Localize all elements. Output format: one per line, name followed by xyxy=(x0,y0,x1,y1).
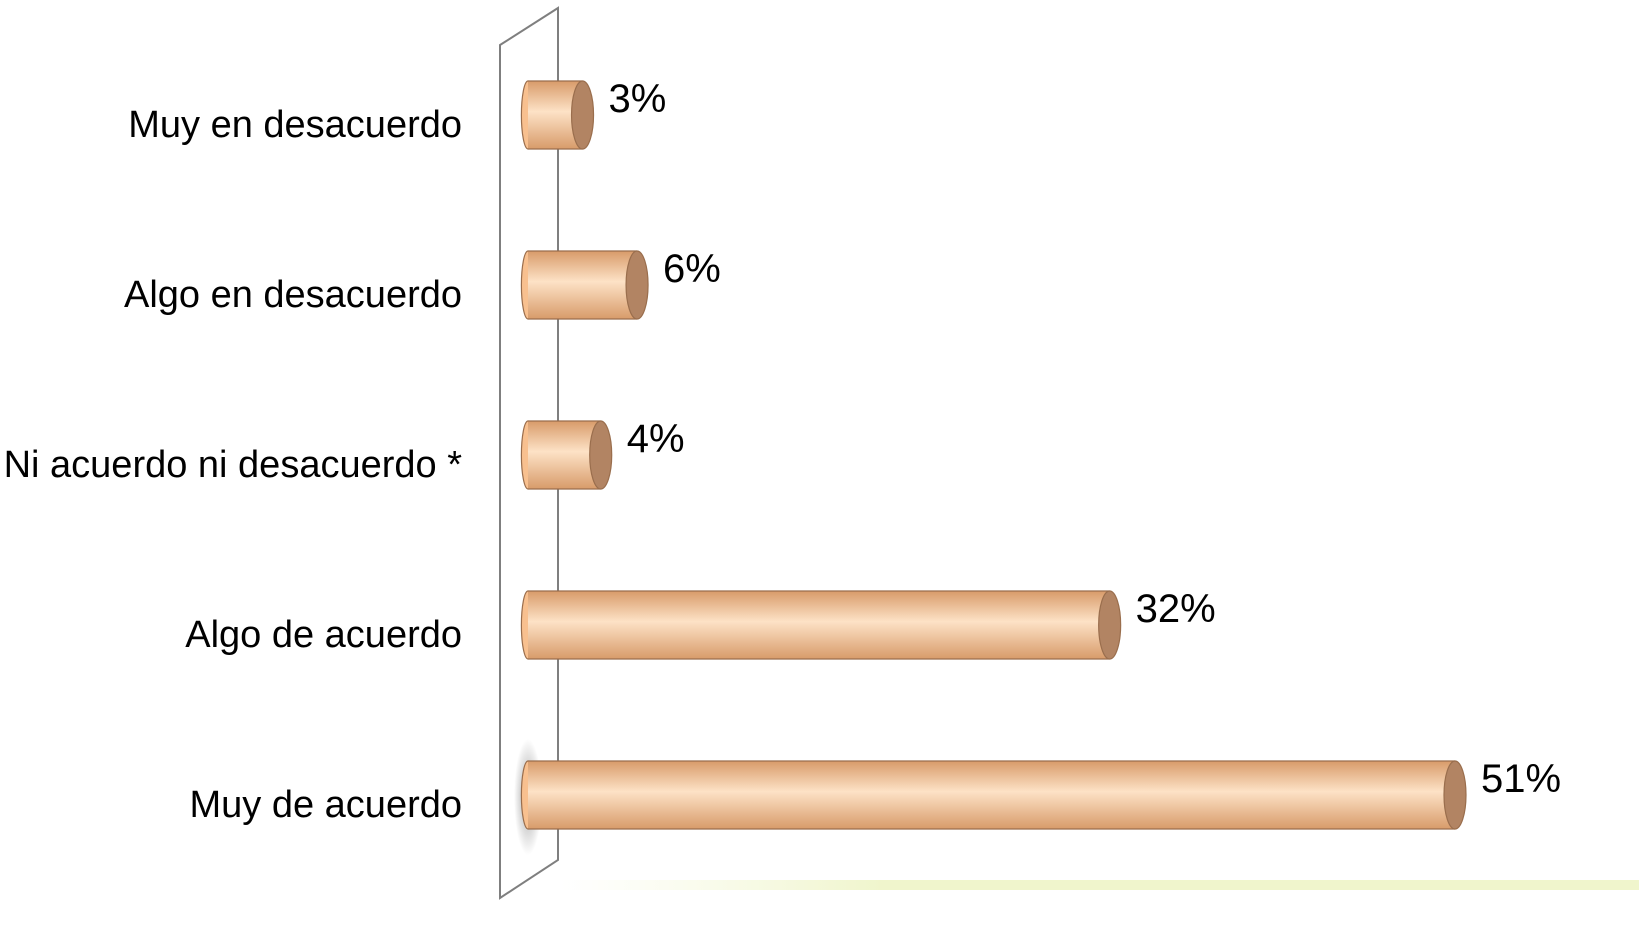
bars-group xyxy=(520,80,1467,830)
bar-4 xyxy=(520,590,1122,660)
bar-body xyxy=(528,761,1455,829)
category-label: Muy de acuerdo xyxy=(190,784,463,826)
bar-end-cap xyxy=(625,250,649,320)
category-labels: Muy en desacuerdo Algo en desacuerdo Ni ac… xyxy=(4,104,463,826)
bar-2 xyxy=(520,250,649,320)
bar-3 xyxy=(520,420,613,490)
ground-line xyxy=(560,880,1639,890)
value-label: 6% xyxy=(663,247,721,291)
category-label: Ni acuerdo ni desacuerdo * xyxy=(4,444,463,486)
bar-end-cap xyxy=(1098,590,1122,660)
category-label: Algo en desacuerdo xyxy=(124,274,462,316)
value-label: 32% xyxy=(1136,587,1216,631)
bar-body xyxy=(528,591,1110,659)
category-label: Algo de acuerdo xyxy=(185,614,462,656)
value-label: 3% xyxy=(609,77,667,121)
value-label: 4% xyxy=(627,417,685,461)
bar-body xyxy=(528,421,601,489)
value-labels: 3% 6% 4% 32% 51% xyxy=(609,77,1562,801)
bar-end-cap xyxy=(1443,760,1467,830)
bar-body xyxy=(528,251,638,319)
category-label: Muy en desacuerdo xyxy=(128,104,462,146)
ground-strip xyxy=(560,880,1639,890)
bar-end-cap xyxy=(589,420,613,490)
value-label: 51% xyxy=(1481,757,1561,801)
bar-end-cap xyxy=(570,80,595,150)
bar-5 xyxy=(520,760,1467,830)
bar-1 xyxy=(520,80,595,150)
